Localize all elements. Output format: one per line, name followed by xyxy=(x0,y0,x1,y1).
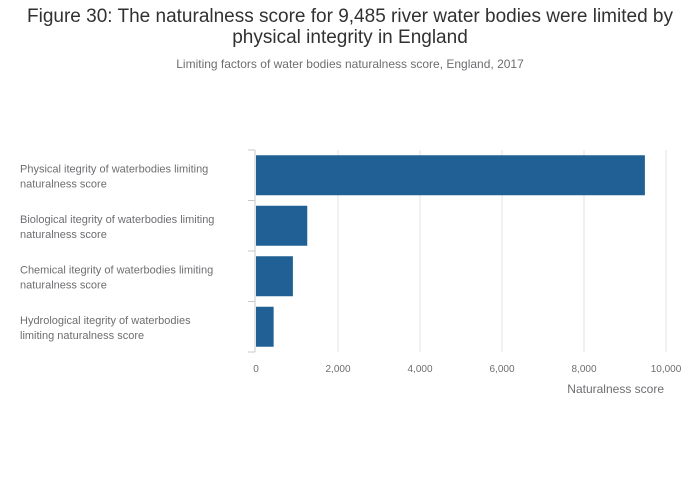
category-label-line: Biological itegrity of waterbodies limit… xyxy=(20,214,214,226)
category-label-3: Chemical itegrity of waterbodies limitin… xyxy=(20,264,213,291)
x-tick-label-1: 2,000 xyxy=(325,364,350,375)
bar-1[interactable] xyxy=(256,155,645,196)
x-tick-label-3: 6,000 xyxy=(489,364,514,375)
category-label-line: naturalness score xyxy=(20,229,107,241)
bar-3[interactable] xyxy=(256,256,293,297)
category-label-2: Biological itegrity of waterbodies limit… xyxy=(20,214,214,241)
x-tick-label-4: 8,000 xyxy=(571,364,596,375)
category-label-1: Physical itegrity of waterbodies limitin… xyxy=(20,163,208,190)
x-axis-title: Naturalness score xyxy=(567,382,664,396)
chart-title: Figure 30: The naturalness score for 9,4… xyxy=(27,6,673,48)
bar-2[interactable] xyxy=(256,205,308,246)
category-label-line: Hydrological itegrity of waterbodies xyxy=(20,315,191,327)
chart-subtitle: Limiting factors of water bodies natural… xyxy=(176,57,524,71)
bar-4[interactable] xyxy=(256,306,274,347)
category-label-line: Physical itegrity of waterbodies limitin… xyxy=(20,163,208,175)
x-tick-label-2: 4,000 xyxy=(407,364,432,375)
category-label-line: naturalness score xyxy=(20,279,107,291)
category-label-4: Hydrological itegrity of waterbodies limi… xyxy=(20,315,191,342)
x-tick-label-0: 0 xyxy=(253,364,259,375)
category-label-line: limiting naturalness score xyxy=(20,330,144,342)
category-label-line: naturalness score xyxy=(20,178,107,190)
x-tick-label-5: 10,000 xyxy=(651,364,682,375)
category-label-line: Chemical itegrity of waterbodies limitin… xyxy=(20,264,213,276)
